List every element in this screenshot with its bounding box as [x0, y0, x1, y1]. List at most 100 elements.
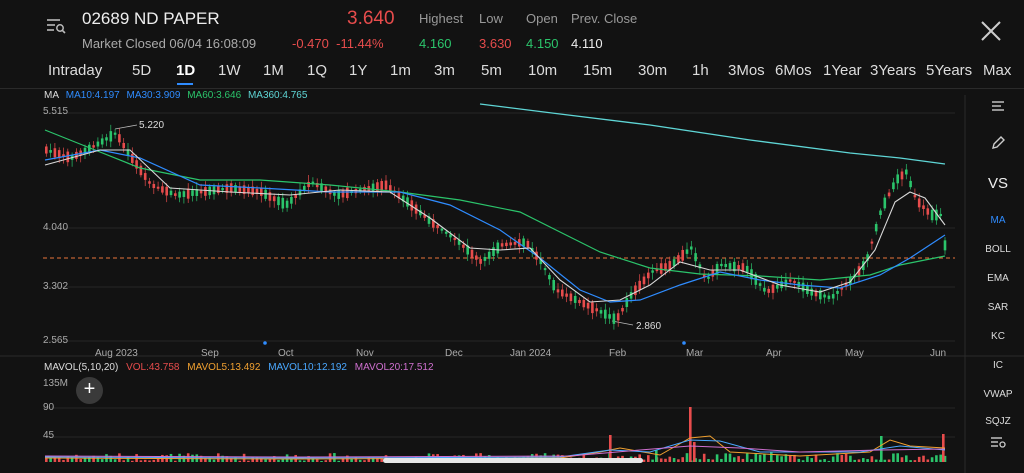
- tab-1y[interactable]: 1Y: [349, 62, 368, 79]
- tab-6mos[interactable]: 6Mos: [775, 62, 812, 79]
- candle-body: [612, 313, 616, 324]
- volume-bar: [844, 453, 848, 462]
- tab-max[interactable]: Max: [983, 62, 1012, 79]
- candle-body: [681, 249, 684, 261]
- event-dot: [682, 341, 686, 345]
- candle-body: [363, 186, 366, 192]
- candle-body: [909, 180, 912, 188]
- y-tick-label: 3.302: [43, 281, 69, 292]
- volume-bar: [70, 457, 74, 462]
- candle-body: [307, 181, 310, 188]
- candle-body: [410, 200, 414, 211]
- candle-body: [638, 280, 641, 290]
- candle-body: [917, 198, 921, 208]
- compare-button[interactable]: VS: [987, 175, 1008, 192]
- tab-1m[interactable]: 1m: [390, 62, 411, 79]
- volume-bar: [720, 458, 723, 462]
- tab-1d[interactable]: 1D: [176, 62, 196, 79]
- volume-bar: [707, 459, 710, 462]
- tab-15m[interactable]: 15m: [583, 62, 613, 79]
- add-indicator-button[interactable]: +: [76, 377, 103, 404]
- tab-1h[interactable]: 1h: [692, 62, 709, 79]
- volume-bar: [234, 457, 237, 462]
- candle-body: [62, 154, 65, 157]
- indicator-sqjz[interactable]: SQJZ: [985, 416, 1011, 426]
- settings-list-icon[interactable]: [972, 435, 1024, 452]
- candle-body: [578, 299, 581, 304]
- tab-5d[interactable]: 5D: [132, 62, 152, 79]
- candle-body: [814, 290, 818, 297]
- ma360-line: [479, 103, 946, 165]
- pencil-icon[interactable]: [972, 135, 1024, 154]
- candle-body: [324, 186, 328, 193]
- highest-label: Highest: [419, 11, 464, 26]
- volume-bar: [806, 456, 809, 462]
- candle-body: [195, 189, 199, 196]
- candle-body: [126, 149, 130, 156]
- indicator-boll[interactable]: BOLL: [985, 244, 1011, 255]
- volume-bar: [689, 407, 692, 462]
- volume-bar: [367, 456, 371, 462]
- candle-body: [453, 237, 457, 241]
- candle-body: [156, 186, 160, 189]
- candle-body: [565, 293, 568, 297]
- volume-bar: [251, 456, 254, 462]
- volume-bar: [909, 460, 912, 462]
- tab-5m[interactable]: 5m: [481, 62, 502, 79]
- tab-1w[interactable]: 1W: [218, 62, 241, 79]
- candle-body: [788, 279, 792, 282]
- candle-body: [526, 240, 530, 248]
- candle-body: [767, 288, 770, 293]
- candle-body: [776, 284, 779, 289]
- candle-body: [475, 255, 478, 260]
- indicator-ic[interactable]: IC: [993, 360, 1003, 371]
- tab-10m[interactable]: 10m: [528, 62, 558, 79]
- candle-body: [698, 264, 702, 269]
- candle-body: [509, 242, 512, 246]
- tab-1year[interactable]: 1Year: [823, 62, 862, 79]
- candle-body: [582, 299, 586, 308]
- tab-1m[interactable]: 1M: [263, 62, 284, 79]
- tab-3years[interactable]: 3Years: [870, 62, 917, 79]
- candle-body: [702, 273, 706, 278]
- stock-title: 02689 ND PAPER: [82, 9, 220, 28]
- tab-5years[interactable]: 5Years: [926, 62, 973, 79]
- candle-body: [664, 263, 667, 271]
- lines-icon[interactable]: [972, 100, 1024, 115]
- period-tabs: Intraday 5D 1D 1W 1M 1Q 1Y 1m 3m 5m 10m 15m 30m 1h 3Mo…: [0, 58, 1024, 86]
- volume-bar: [728, 453, 732, 462]
- candle-body: [225, 184, 229, 193]
- x-tick-label: Aug 2023: [95, 348, 138, 359]
- indicator-ma[interactable]: MA: [990, 215, 1006, 226]
- candle-body: [281, 197, 285, 209]
- mavol20-legend: MAVOL20:17.512: [354, 362, 434, 373]
- tab-3m[interactable]: 3m: [434, 62, 455, 79]
- volume-bar: [935, 455, 938, 462]
- tab-1q[interactable]: 1Q: [307, 62, 328, 79]
- ma60-line: [44, 129, 946, 281]
- candle-body: [793, 280, 796, 283]
- indicator-kc[interactable]: KC: [991, 331, 1005, 342]
- horizontal-scrollbar[interactable]: [383, 458, 643, 463]
- tab-3mos[interactable]: 3Mos: [728, 62, 765, 79]
- ma360-legend: MA360:4.765: [247, 90, 308, 101]
- x-tick-label: Apr: [766, 348, 782, 359]
- indicator-sar[interactable]: SAR: [987, 302, 1009, 313]
- tab-30m[interactable]: 30m: [638, 62, 668, 79]
- close-icon[interactable]: [980, 20, 1002, 42]
- tab-intraday[interactable]: Intraday: [48, 62, 103, 79]
- candle-body: [741, 263, 745, 272]
- volume-bar: [939, 454, 942, 462]
- candle-body: [621, 307, 624, 312]
- ma30-legend: MA30:3.909: [126, 90, 181, 101]
- menu-search-icon[interactable]: [46, 17, 66, 35]
- indicator-ema[interactable]: EMA: [987, 273, 1009, 284]
- indicator-vwap[interactable]: VWAP: [983, 389, 1013, 400]
- candle-body: [406, 197, 409, 207]
- open-label: Open: [526, 11, 558, 26]
- candle-body: [75, 151, 78, 159]
- volume-bar: [122, 460, 125, 462]
- volume-bar: [126, 457, 130, 462]
- candle-body: [548, 274, 551, 280]
